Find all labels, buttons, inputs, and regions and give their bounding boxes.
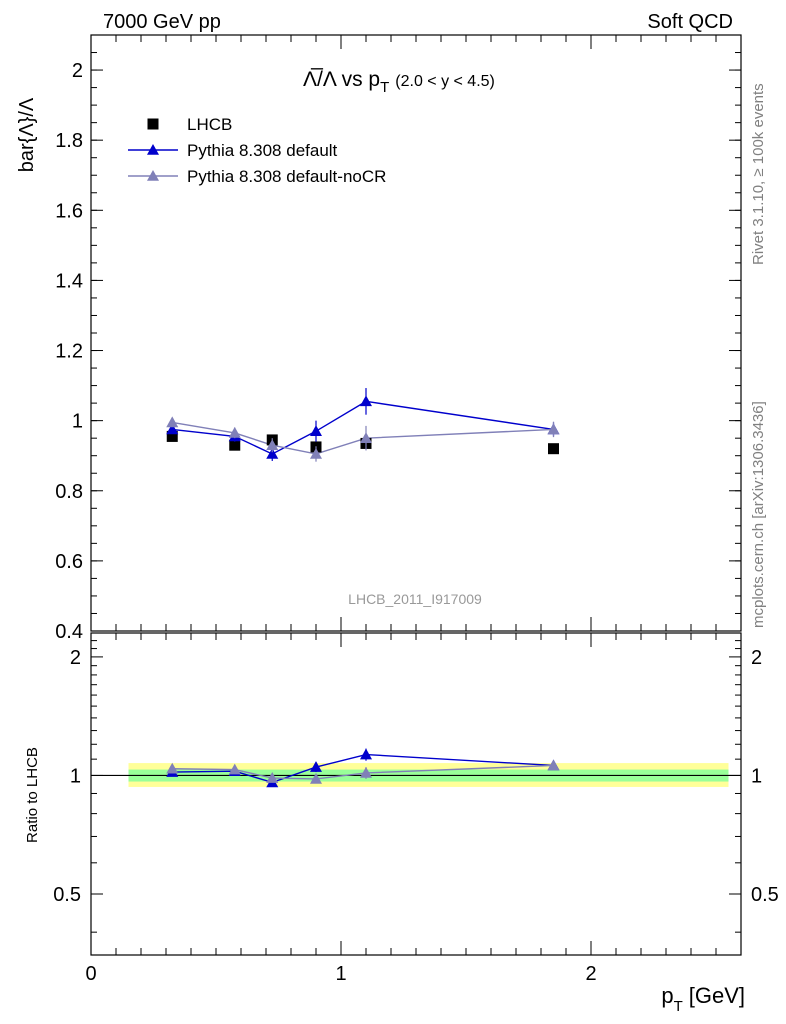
data-point-2 xyxy=(266,439,279,450)
data-point-2 xyxy=(228,426,241,438)
header-left: 7000 GeV pp xyxy=(103,11,221,33)
series-line-1 xyxy=(172,400,554,455)
data-point-2 xyxy=(310,447,322,459)
x-tick-label: 2 xyxy=(585,963,596,985)
x-tick-label: 0 xyxy=(85,963,96,985)
data-point-2 xyxy=(360,432,372,443)
data-point-1 xyxy=(166,423,179,435)
mcplots-label: mcplots.cern.ch [arXiv:1306.3436] xyxy=(750,401,767,628)
y-tick-label: 0.4 xyxy=(55,621,83,643)
data-point-2 xyxy=(547,423,560,435)
ratio-series-line-1 xyxy=(172,764,554,780)
chart-title-sub: T xyxy=(380,79,389,96)
ratio-plot: 0 1 2 0.5 0.5 1 1 2 2 xyxy=(53,632,779,985)
ratio-point-1 xyxy=(228,763,241,775)
chart-title-range: (2.0 < y < 4.5) xyxy=(395,73,495,90)
data-point-2 xyxy=(166,416,179,428)
legend-label: Pythia 8.308 default-noCR xyxy=(187,167,386,186)
ratio-point-0 xyxy=(360,748,372,760)
ratio-y-tick-label-right: 1 xyxy=(751,765,762,787)
main-plot: 0.4 0.6 0.8 1 1.2 1.4 1.6 1.8 2 xyxy=(55,34,742,643)
y-tick-label: 1.2 xyxy=(55,341,83,363)
rivet-label: Rivet 3.1.10, ≥ 100k events xyxy=(750,83,767,265)
ratio-series-line-0 xyxy=(172,753,554,784)
ratio-y-tick-label: 0.5 xyxy=(53,884,81,906)
data-point-0 xyxy=(229,439,241,451)
ratio-point-1 xyxy=(266,772,279,783)
ratio-point-1 xyxy=(360,766,372,778)
y-tick-label: 1.4 xyxy=(55,270,83,292)
ratio-y-tick-label: 2 xyxy=(70,647,81,669)
legend-marker-triangle xyxy=(147,144,159,155)
ratio-point-0 xyxy=(310,761,322,772)
x-axis-label: pT [GeV] xyxy=(661,983,745,1015)
x-axis-label-sub: T xyxy=(674,998,683,1015)
y-tick-label: 0.8 xyxy=(55,481,83,503)
data-point-1 xyxy=(360,395,372,407)
ratio-y-axis-label: Ratio to LHCB xyxy=(24,747,41,843)
y-tick-label: 1 xyxy=(72,411,83,433)
x-axis-label-main: p xyxy=(661,983,673,1008)
y-tick-label: 1.8 xyxy=(55,130,83,152)
data-point-0 xyxy=(166,430,178,442)
ratio-y-tick-label: 1 xyxy=(70,765,81,787)
x-tick-label: 1 xyxy=(335,963,346,985)
ratio-point-1 xyxy=(547,759,560,771)
legend-label: Pythia 8.308 default xyxy=(187,141,338,160)
ratio-point-1 xyxy=(310,772,322,784)
y-tick-label: 2 xyxy=(72,60,83,82)
series-line-2 xyxy=(172,421,554,455)
y-axis-label: bar{Λ}/Λ xyxy=(16,97,38,172)
ratio-point-1 xyxy=(166,762,179,774)
ratio-y-tick-label-right: 2 xyxy=(751,647,762,669)
y-tick-label: 0.6 xyxy=(55,551,83,573)
chart-title: Λ̅/Λ vs pT (2.0 < y < 4.5) xyxy=(303,68,495,96)
data-point-1 xyxy=(310,425,322,436)
data-point-0 xyxy=(548,443,559,455)
legend-marker-triangle xyxy=(147,170,159,181)
header-right: Soft QCD xyxy=(647,11,733,33)
data-point-1 xyxy=(266,447,279,459)
chart-title-main: Λ̅/Λ vs p xyxy=(303,68,380,91)
y-tick-label: 1.6 xyxy=(55,200,83,222)
ratio-y-tick-label-right: 0.5 xyxy=(751,884,779,906)
legend-marker-square xyxy=(147,118,159,130)
legend-label: LHCB xyxy=(187,115,232,134)
analysis-watermark: LHCB_2011_I917009 xyxy=(348,591,482,607)
x-axis-label-unit: [GeV] xyxy=(689,983,745,1008)
legend: LHCB Pythia 8.308 default Pythia 8.308 def… xyxy=(128,115,386,186)
ratio-frame xyxy=(90,632,742,956)
